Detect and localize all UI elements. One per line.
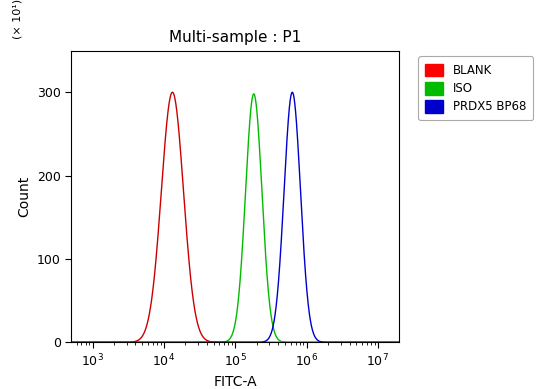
Text: (× 10¹): (× 10¹) [12,0,22,39]
Legend: BLANK, ISO, PRDX5 BP68: BLANK, ISO, PRDX5 BP68 [418,56,533,120]
X-axis label: FITC-A: FITC-A [213,375,257,389]
Y-axis label: Count: Count [18,176,31,217]
Title: Multi-sample : P1: Multi-sample : P1 [169,30,301,45]
